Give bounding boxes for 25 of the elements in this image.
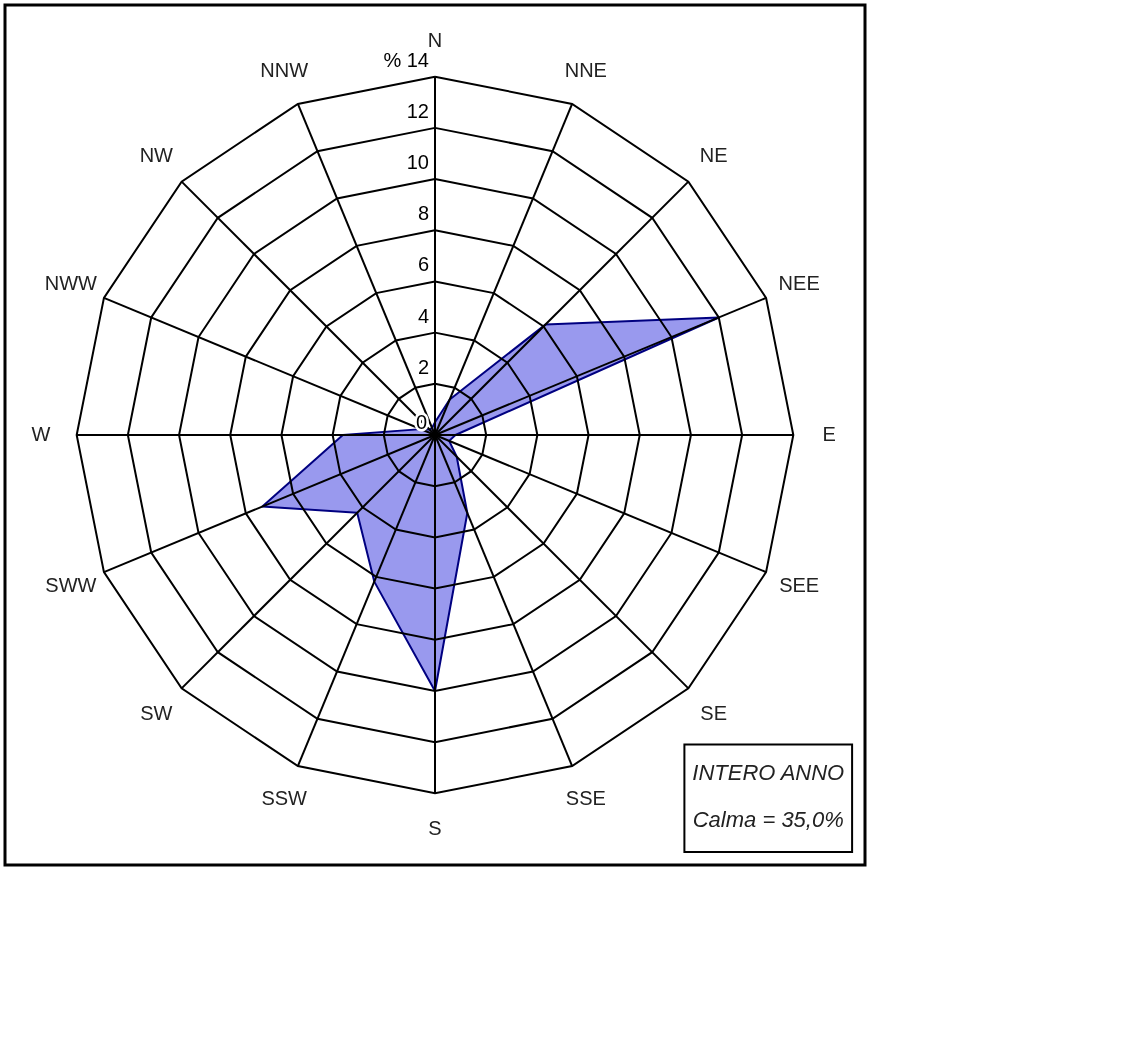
text: INTERO ANNO [692, 759, 845, 785]
spoke-label: NNW [260, 58, 309, 81]
y-tick-label: 4 [417, 304, 429, 327]
y-tick-label: 6 [417, 253, 429, 276]
spoke-label: SWW [45, 573, 97, 596]
spoke-label: NW [139, 144, 174, 167]
spoke-label: SSE [565, 787, 606, 810]
y-tick-label: 12 [406, 99, 429, 122]
y-tick-label: 10 [406, 151, 429, 174]
y-tick-label: % 14 [383, 48, 429, 71]
spoke-label: N [427, 28, 443, 51]
spoke-label: SSW [261, 787, 308, 810]
spoke-label: NNE [564, 58, 607, 81]
spoke-label: NEE [778, 272, 820, 295]
y-tick-label: 8 [417, 202, 429, 225]
spoke-label: NWW [44, 272, 98, 295]
y-tick-label: 2 [417, 355, 429, 378]
spoke-label: SW [140, 701, 173, 724]
spoke-label: S [428, 817, 442, 840]
spoke-label: NE [699, 144, 728, 167]
spoke-label: E [822, 423, 836, 445]
text: Calma = 35,0% [692, 807, 844, 833]
spoke-label: SE [700, 701, 728, 724]
spoke-label: SEE [779, 573, 820, 596]
spoke-label: W [31, 423, 51, 445]
